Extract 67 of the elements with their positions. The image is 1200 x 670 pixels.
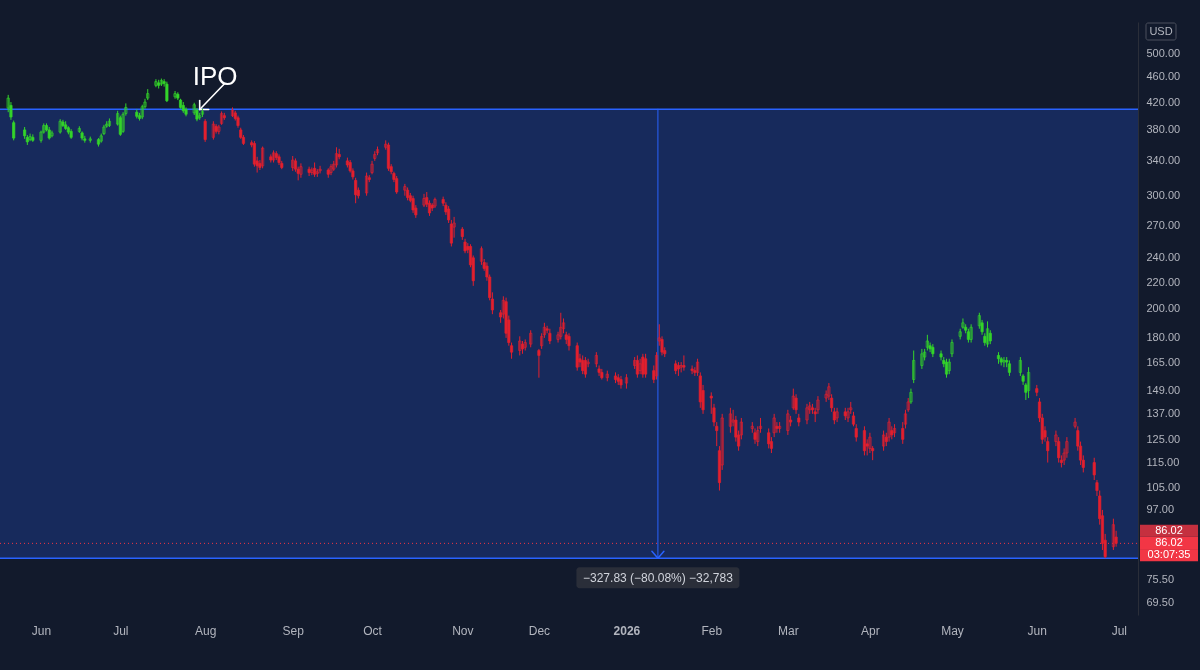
x-tick-label: Jul (1111, 623, 1128, 638)
x-tick-label: Oct (363, 623, 383, 638)
text: 86.02 (1155, 523, 1183, 536)
y-tick-label: 300.00 (1146, 189, 1181, 202)
x-tick-label: Jul (113, 623, 129, 638)
y-tick-label: 105.00 (1146, 481, 1181, 494)
candlestick (307, 166, 311, 177)
candlestick (261, 146, 265, 169)
x-tick-label: Feb (701, 623, 723, 638)
candlestick (310, 167, 314, 176)
y-tick-label: 165.00 (1146, 355, 1181, 368)
candlestick (403, 183, 407, 197)
candlestick (12, 120, 16, 141)
text: 03:07:35 (1147, 548, 1191, 561)
y-tick-label: 200.00 (1146, 302, 1181, 315)
candlestick (641, 353, 645, 379)
y-tick-label: 240.00 (1146, 251, 1181, 264)
candlestick (537, 348, 541, 379)
y-tick-label: 220.00 (1146, 275, 1181, 288)
y-tick-label: 380.00 (1146, 123, 1181, 136)
y-tick-label: 97.00 (1146, 503, 1175, 516)
y-tick-label: 460.00 (1146, 70, 1181, 83)
annotation: −327.83 (−80.08%) −32,783 (583, 570, 734, 585)
candlestick (912, 350, 916, 384)
y-axis-title: USD (1149, 25, 1173, 37)
candlestick (655, 351, 659, 380)
candlestick (791, 388, 795, 411)
x-tick-label: 2026 (613, 623, 641, 638)
x-tick-label: Jun (1027, 623, 1047, 638)
ref-line-label: 86.02 (1155, 536, 1183, 549)
candlestick (318, 165, 322, 174)
x-tick-label: Dec (528, 623, 551, 638)
y-tick-label: 125.00 (1146, 432, 1181, 445)
candlestick (638, 358, 642, 375)
candlestick (370, 160, 374, 175)
candlestick (794, 393, 798, 415)
candlestick (961, 317, 965, 330)
candlestick (165, 81, 169, 103)
y-tick-label: 420.00 (1146, 95, 1181, 108)
x-tick-label: Jun (31, 623, 52, 638)
y-tick-label: 115.00 (1146, 456, 1180, 469)
candlestick (950, 338, 954, 358)
x-tick-label: Sep (282, 623, 305, 638)
annotation: IPO (192, 61, 238, 92)
candlestick (644, 353, 648, 379)
candlestick (909, 388, 913, 405)
candlestick (575, 342, 579, 372)
candlestick (433, 197, 437, 209)
candlestick (728, 407, 732, 434)
x-tick-label: Aug (194, 623, 217, 638)
y-tick-label: 75.50 (1146, 573, 1175, 586)
y-tick-label: 180.00 (1146, 331, 1181, 344)
candlestick (1092, 457, 1096, 481)
candlestick (386, 142, 390, 172)
x-tick-label: Mar (778, 623, 799, 638)
y-tick-label: 149.00 (1146, 383, 1181, 396)
y-tick-label: 270.00 (1146, 218, 1181, 231)
x-tick-label: May (941, 623, 964, 638)
candlestick (203, 118, 207, 143)
x-tick-label: Nov (452, 623, 474, 638)
candlestick (329, 163, 333, 176)
y-tick-label: 69.50 (1146, 596, 1175, 609)
y-tick-label: 137.00 (1146, 407, 1181, 420)
candlestick (1111, 518, 1115, 551)
y-tick-label: 500.00 (1146, 47, 1181, 60)
y-tick-label: 340.00 (1146, 154, 1181, 167)
x-tick-label: Apr (861, 623, 880, 638)
